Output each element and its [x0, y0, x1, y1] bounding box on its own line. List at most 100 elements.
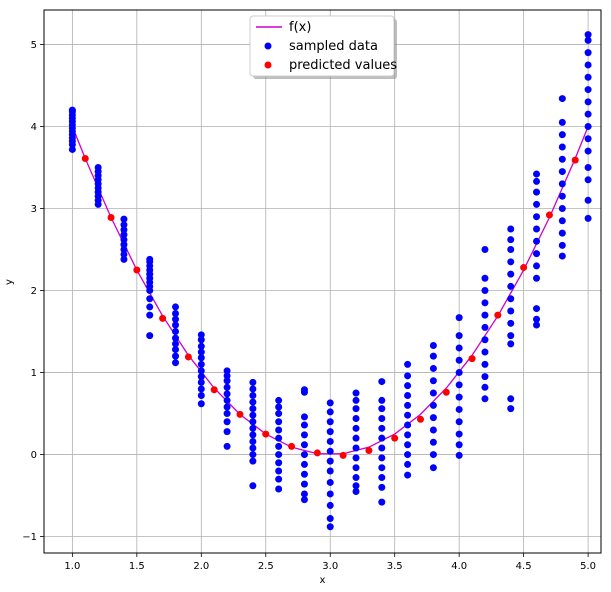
sampled-point	[172, 303, 180, 311]
sampled-point	[404, 451, 412, 459]
sampled-point	[378, 464, 386, 472]
sampled-point	[429, 364, 437, 372]
sampled-point	[481, 373, 489, 381]
x-tick-label: 1.0	[64, 561, 80, 572]
predicted-point	[468, 355, 476, 363]
x-axis-label: x	[320, 575, 326, 586]
sampled-point	[429, 426, 437, 434]
sampled-point	[533, 177, 541, 185]
y-axis-ticks: −1 0 1 2 3 4 5	[22, 40, 44, 543]
sampled-point	[197, 354, 205, 362]
sampled-point	[507, 307, 515, 315]
predicted-point	[288, 442, 296, 450]
sampled-point	[120, 226, 128, 234]
sampled-point	[249, 398, 257, 406]
predicted-point	[210, 386, 218, 394]
sampled-point	[300, 460, 308, 468]
predicted-point	[107, 214, 115, 222]
legend-sampled-swatch	[264, 42, 272, 50]
sampled-point	[223, 410, 231, 418]
sampled-point	[378, 378, 386, 386]
sampled-point	[223, 390, 231, 398]
sampled-point	[249, 451, 257, 459]
sampled-point	[172, 340, 180, 348]
sampled-point	[352, 464, 360, 472]
sampled-point	[584, 86, 592, 94]
sampled-point	[326, 408, 334, 416]
sampled-point	[455, 369, 463, 377]
sampled-point	[584, 110, 592, 118]
sampled-point	[533, 213, 541, 221]
sampled-point	[481, 360, 489, 368]
predicted-point	[339, 451, 347, 459]
sampled-point	[533, 315, 541, 323]
sampled-point	[172, 315, 180, 323]
sampled-point	[352, 424, 360, 432]
predicted-point	[236, 410, 244, 418]
sampled-point	[507, 332, 515, 340]
sampled-point	[223, 396, 231, 404]
sampled-point	[197, 373, 205, 381]
sampled-point	[533, 305, 541, 313]
sampled-point	[404, 372, 412, 380]
sampled-point	[533, 250, 541, 258]
sampled-point	[507, 319, 515, 327]
sampled-point	[172, 321, 180, 329]
legend-label-predicted: predicted values	[289, 58, 397, 73]
sampled-point	[249, 437, 257, 445]
sampled-point	[533, 262, 541, 270]
sampled-point	[481, 336, 489, 344]
sampled-point	[197, 400, 205, 408]
sampled-point	[378, 414, 386, 422]
sampled-point	[429, 401, 437, 409]
sampled-point	[558, 131, 566, 139]
sampled-point	[558, 143, 566, 151]
sampled-point	[275, 475, 283, 483]
sampled-point	[481, 311, 489, 319]
predicted-values-layer	[81, 154, 579, 459]
sampled-point	[481, 274, 489, 282]
sampled-point	[533, 188, 541, 196]
sampled-point	[378, 444, 386, 452]
sampled-point	[584, 31, 592, 39]
sampled-point	[326, 457, 334, 465]
sampled-point	[352, 444, 360, 452]
sampled-point	[352, 414, 360, 422]
sampled-point	[404, 411, 412, 419]
sampled-point	[481, 383, 489, 391]
sampled-point	[481, 299, 489, 307]
sampled-point	[197, 385, 205, 393]
predicted-point	[159, 314, 167, 322]
sampled-point	[558, 192, 566, 200]
legend-label-sampled: sampled data	[289, 39, 378, 54]
sampled-point	[404, 421, 412, 429]
sampled-point	[197, 392, 205, 400]
sampled-point	[481, 246, 489, 254]
sampled-point	[455, 451, 463, 459]
sampled-point	[197, 378, 205, 386]
sampled-point	[300, 490, 308, 498]
sampled-point	[455, 430, 463, 438]
sampled-point	[584, 122, 592, 130]
sampled-point	[223, 428, 231, 436]
sampled-point	[404, 471, 412, 479]
x-tick-label: 3.0	[322, 561, 338, 572]
sampled-point	[507, 340, 515, 348]
predicted-point	[262, 430, 270, 438]
x-tick-label: 5.0	[580, 561, 596, 572]
sampled-point	[120, 255, 128, 263]
sampled-point	[120, 236, 128, 244]
sampled-point	[429, 464, 437, 472]
sampled-point	[249, 444, 257, 452]
sampled-point	[404, 401, 412, 409]
y-tick-label: 3	[31, 204, 37, 215]
sampled-point	[507, 236, 515, 244]
sampled-point	[120, 231, 128, 239]
sampled-point	[558, 229, 566, 237]
sampled-point	[429, 389, 437, 397]
sampled-point	[197, 342, 205, 350]
sampled-point	[455, 314, 463, 322]
sampled-point	[275, 410, 283, 418]
sampled-point	[223, 367, 231, 375]
sampled-point	[249, 405, 257, 413]
